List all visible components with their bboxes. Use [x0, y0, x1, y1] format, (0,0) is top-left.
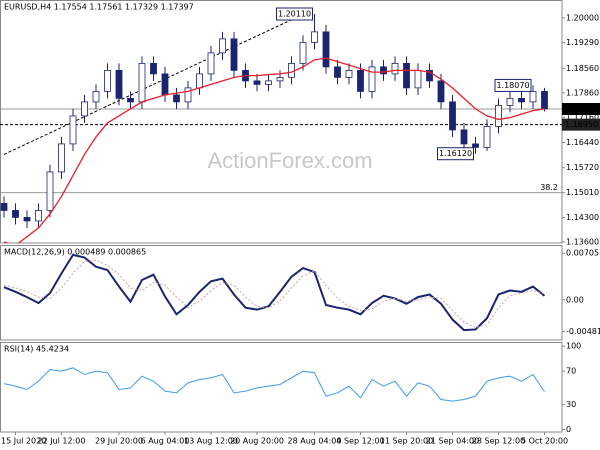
candle-body: [426, 69, 433, 82]
y-tick-label: 30: [566, 400, 576, 409]
candle-body: [391, 62, 399, 75]
y-tick-label: 1.15010: [566, 188, 599, 197]
level-label: 38.2: [540, 183, 558, 192]
y-tick-label: 0.007057: [566, 249, 600, 258]
y-tick-label: 1.17160: [566, 113, 599, 122]
panel-title: MACD(12,26,9) 0.000489 0.000865: [4, 248, 146, 257]
candle-body: [207, 52, 215, 75]
candle-body: [219, 38, 226, 54]
candle-body: [529, 90, 537, 103]
candle-body: [35, 210, 42, 222]
y-tick-label: 70: [566, 367, 576, 376]
candle-body: [357, 69, 364, 92]
x-tick-label: 15 Jul 2020: [1, 437, 46, 446]
y-tick-label: 1.13600: [566, 237, 599, 246]
x-tick-label: 5 Oct 20:00: [521, 437, 568, 446]
candle-body: [253, 80, 261, 85]
candle-body: [138, 62, 146, 103]
indicator-line: [3, 253, 546, 332]
panel-border: [0, 245, 563, 341]
candle-body: [23, 217, 31, 222]
indicator-line: [3, 367, 545, 402]
candle-body: [311, 31, 318, 43]
candle-body: [115, 69, 123, 99]
x-tick-label: 4 Sep 12:00: [336, 437, 384, 446]
y-tick-label: 1.19290: [566, 38, 599, 47]
x-tick-label: 21 Sep 04:00: [426, 437, 479, 446]
y-tick-label: 1.20000: [566, 13, 599, 22]
candle-body: [414, 69, 422, 89]
candle-body: [276, 76, 284, 82]
chart-title: EURUSD,H4 1.17554 1.17561 1.17329 1.1739…: [4, 3, 194, 12]
annotation-label: 1.18070: [496, 81, 529, 90]
panel-border: [0, 342, 563, 433]
y-tick-label: 1.14300: [566, 213, 599, 222]
annotation-label: 1.20110: [278, 10, 311, 19]
candle-body: [104, 69, 111, 92]
candle-body: [184, 87, 192, 103]
candle-body: [46, 171, 54, 211]
moving-average: [3, 57, 545, 243]
annotation-label: 1.16120: [439, 149, 472, 158]
candle-body: [403, 62, 410, 89]
candle-body: [127, 97, 134, 103]
candle-body: [161, 73, 169, 96]
x-tick-label: 28 Aug 04:00: [288, 437, 342, 446]
x-tick-label: 20 Aug 20:00: [230, 437, 284, 446]
candle-body: [334, 66, 341, 78]
annotation-box: [276, 7, 313, 21]
price-tag: [562, 102, 600, 115]
candle-body: [265, 80, 272, 85]
candle-body: [12, 210, 19, 218]
candle-body: [518, 97, 525, 103]
candle-body: [69, 115, 77, 145]
price-tag-label: 1.16950: [565, 120, 598, 129]
panel-title: RSI(14) 45.4234: [4, 345, 69, 354]
annotation-box: [437, 147, 474, 161]
y-tick-label: 100: [566, 342, 581, 351]
y-tick-label: 1.17860: [566, 88, 599, 97]
candle-body: [541, 90, 548, 110]
watermark: ActionForex.com: [207, 148, 372, 173]
candle-body: [506, 97, 514, 106]
candle-body: [173, 94, 180, 103]
candle-body: [58, 143, 65, 173]
indicator-line: [3, 259, 545, 328]
x-tick-label: 11 Sep 20:00: [380, 437, 433, 446]
y-tick-label: 1.16440: [566, 138, 599, 147]
y-tick-label: 1.18560: [566, 64, 599, 73]
candle-body: [483, 126, 491, 148]
candle-body: [449, 101, 456, 131]
candle-body: [288, 62, 295, 78]
candle-body: [380, 66, 387, 75]
price-tag-label: 1.17397: [565, 104, 598, 113]
candle-body: [230, 38, 238, 71]
candle-body: [150, 62, 157, 75]
candle-body: [345, 69, 353, 78]
candle-body: [437, 80, 445, 103]
candle-body: [92, 90, 100, 103]
price-tag: [562, 118, 600, 131]
x-tick-label: 28 Sep 12:00: [472, 437, 525, 446]
y-tick-label: 1.15720: [566, 163, 599, 172]
x-tick-label: 29 Jul 20:00: [95, 437, 143, 446]
candle-body: [0, 203, 8, 211]
x-tick-label: 6 Aug 04:00: [141, 437, 190, 446]
y-tick-label: 0.00: [566, 295, 584, 304]
y-tick-label: 0: [566, 425, 571, 434]
candle-body: [322, 31, 330, 68]
annotation-box: [494, 78, 532, 92]
candle-body: [495, 104, 502, 127]
trendline: [3, 13, 304, 155]
candle-body: [299, 41, 307, 64]
candle-body: [368, 66, 376, 92]
y-tick-label: -0.004818: [566, 327, 600, 336]
candle-body: [460, 129, 468, 145]
x-tick-label: 22 Jul 12:00: [38, 437, 86, 446]
candle-body: [81, 101, 88, 117]
candle-body: [472, 143, 479, 148]
candle-body: [196, 73, 203, 89]
x-tick-label: 13 Aug 12:00: [184, 437, 238, 446]
